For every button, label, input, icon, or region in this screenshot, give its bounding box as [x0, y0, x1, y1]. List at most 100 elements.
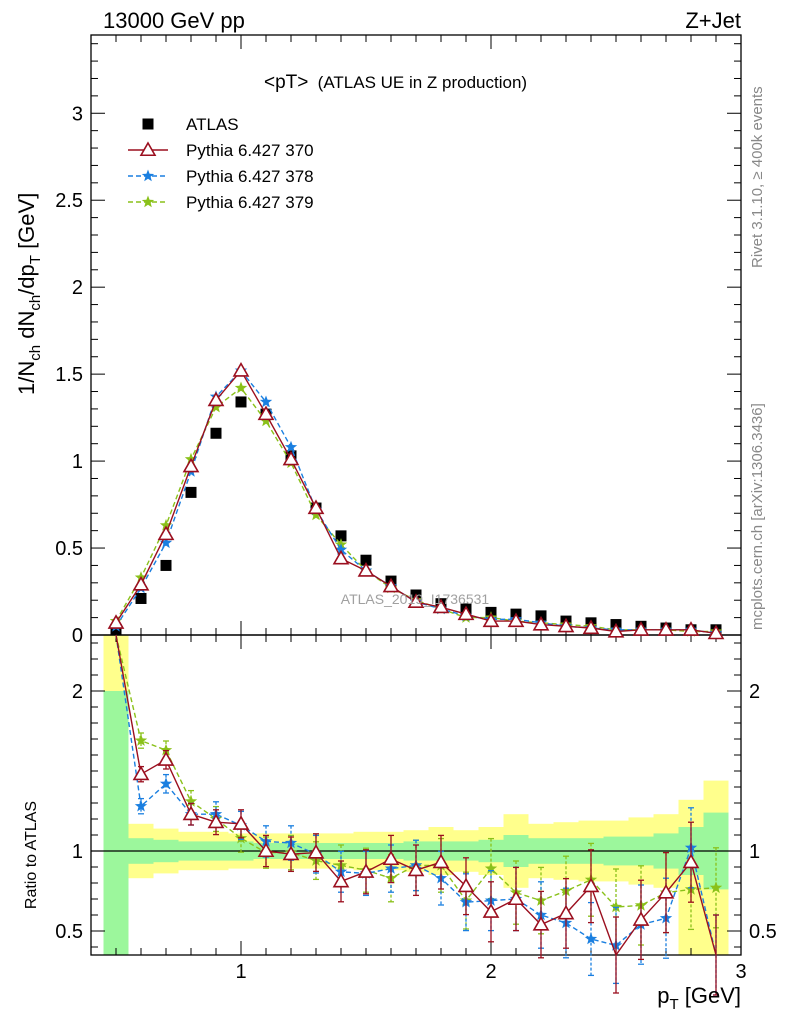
upper-y-axis-label: 1/Nch dNch/dpT [GeV]	[14, 193, 44, 395]
analysis-watermark: ATLAS_2019_I1736531	[341, 591, 490, 607]
data-point-triangle	[282, 450, 300, 466]
data-point-triangle	[482, 612, 500, 628]
data-point-triangle	[232, 815, 250, 830]
data-point-star	[141, 195, 155, 208]
ylabel-part-c: /dp	[14, 264, 39, 295]
upper-y-tick-label: 0.5	[55, 538, 83, 560]
data-point-square	[185, 486, 197, 498]
ylabel-sub-c: T	[27, 255, 44, 264]
data-point-triangle	[182, 805, 200, 821]
data-point-triangle	[132, 765, 150, 781]
lower-y-tick-label: 1	[72, 841, 83, 863]
x-tick-label: 1	[235, 961, 246, 983]
data-point-triangle	[432, 853, 450, 869]
legend-label: Pythia 6.427 379	[186, 193, 314, 212]
data-point-star	[159, 743, 173, 756]
data-point-triangle	[432, 598, 450, 614]
data-point-triangle	[257, 405, 275, 421]
data-point-triangle	[282, 845, 300, 861]
data-point-square	[335, 530, 347, 542]
data-point-triangle	[307, 499, 325, 515]
data-point-triangle	[457, 877, 475, 893]
x-tick-label: 2	[485, 961, 496, 983]
uncertainty-bands	[103, 635, 729, 955]
data-point-triangle	[482, 903, 500, 918]
ylabel-sub-a: ch	[27, 345, 44, 361]
data-point-star	[159, 536, 173, 549]
data-point-triangle	[207, 391, 225, 407]
data-point-star	[259, 395, 273, 408]
ratio-series-line	[115, 634, 717, 957]
data-point-triangle	[507, 612, 525, 628]
lower-y-tick-label-right: 1	[749, 841, 760, 863]
upper-y-tick-label: 3	[72, 103, 83, 125]
data-point-triangle	[332, 549, 350, 565]
data-point-triangle	[632, 621, 650, 636]
data-point-triangle	[332, 872, 350, 888]
mcplots-label: mcplots.cern.ch [arXiv:1306.3436]	[749, 403, 766, 630]
data-point-triangle	[357, 863, 375, 878]
data-point-triangle	[407, 861, 425, 877]
data-point-triangle	[232, 362, 250, 377]
data-point-triangle	[357, 562, 375, 577]
data-point-star	[259, 414, 273, 427]
ylabel-part-b: dN	[14, 311, 39, 345]
xlabel-part-b: [GeV]	[679, 983, 741, 1008]
data-point-star	[184, 794, 198, 807]
data-point-triangle	[582, 619, 600, 635]
data-point-square	[110, 624, 122, 636]
data-point-triangle	[382, 850, 400, 866]
data-point-square	[235, 396, 247, 408]
x-axis-label: pT [GeV]	[657, 983, 741, 1013]
chart-title: <pT> (ATLAS UE in Z production)	[264, 72, 527, 93]
data-point-triangle	[532, 915, 550, 931]
data-point-square	[210, 427, 222, 439]
xlabel-part-a: p	[657, 983, 669, 1008]
data-point-triangle	[307, 843, 325, 859]
xlabel-sub-a: T	[669, 996, 678, 1013]
data-point-star	[209, 400, 223, 413]
data-point-square	[160, 559, 172, 571]
x-tick-label: 3	[735, 961, 746, 983]
data-point-triangle	[132, 575, 150, 591]
data-point-triangle	[157, 525, 175, 541]
legend: ATLAS Pythia 6.427 370 Pythia 6.427 378 Pyt…	[128, 115, 314, 212]
data-point-square	[142, 118, 154, 130]
ylabel-part-d: [GeV]	[14, 193, 39, 255]
lower-y-tick-label-right: 2	[749, 681, 760, 703]
data-point-triangle	[657, 883, 675, 899]
upper-y-tick-label: 2.5	[55, 190, 83, 212]
data-point-triangle	[582, 877, 600, 893]
data-point-triangle	[257, 842, 275, 858]
data-point-star	[159, 518, 173, 531]
data-point-triangle	[607, 622, 625, 638]
chart-title-main: <pT>	[264, 72, 308, 93]
data-point-star	[234, 381, 248, 394]
ylabel-sub-b: ch	[27, 295, 44, 311]
data-point-star	[484, 862, 498, 874]
legend-label: ATLAS	[186, 115, 239, 134]
data-point-triangle	[157, 751, 175, 766]
data-point-triangle	[532, 615, 550, 631]
data-point-triangle	[139, 141, 157, 157]
data-point-triangle	[557, 617, 575, 633]
lower-y-tick-label: 2	[72, 681, 83, 703]
data-point-square	[360, 554, 372, 566]
data-point-triangle	[682, 853, 700, 869]
data-point-triangle	[682, 621, 700, 636]
data-point-triangle	[457, 605, 475, 621]
ylabel-part-a: 1/N	[14, 361, 39, 395]
lower-y-tick-label: 0.5	[55, 921, 83, 943]
data-point-triangle	[207, 813, 225, 829]
data-point-star	[134, 734, 148, 746]
chart-title-sub: (ATLAS UE in Z production)	[318, 73, 527, 92]
data-point-square	[135, 592, 147, 604]
upper-y-tick-label: 2	[72, 277, 83, 299]
data-point-star	[584, 932, 598, 945]
data-point-star	[159, 777, 173, 790]
energy-label: 13000 GeV pp	[103, 8, 245, 33]
data-point-star	[141, 169, 155, 182]
data-point-star	[709, 881, 723, 894]
process-label: Z+Jet	[685, 8, 741, 33]
